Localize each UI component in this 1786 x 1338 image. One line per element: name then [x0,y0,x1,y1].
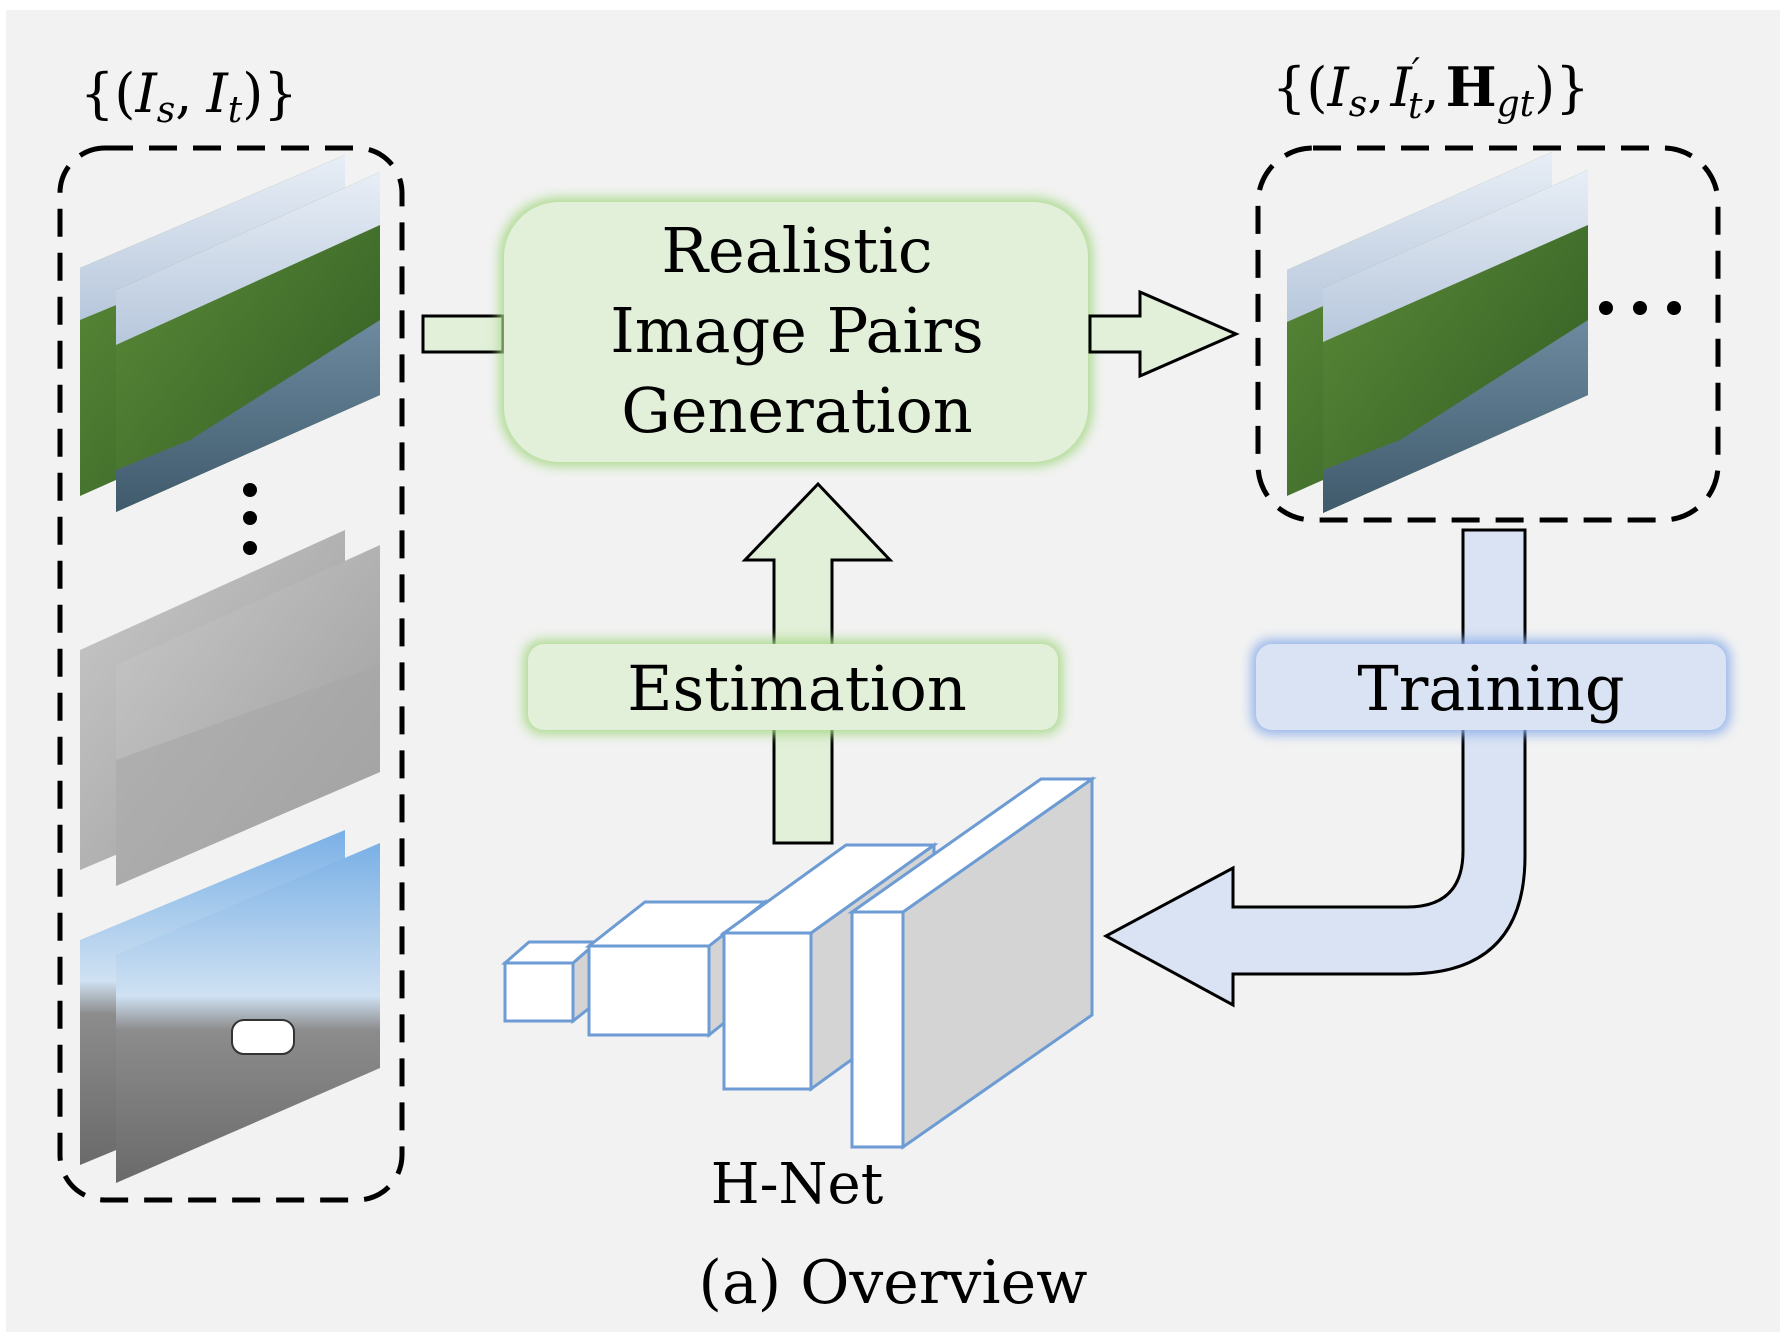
street-car [231,1019,295,1055]
h-net-network [501,776,1097,1150]
training-label: Training [1357,652,1624,725]
input-image-pair-fog [80,530,380,886]
h-net-label: H-Net [711,1152,884,1217]
arrow-generation-to-output [1088,289,1240,379]
estimation-label: Estimation [627,652,967,725]
fog-road [116,665,380,886]
generation-title-line1: Realistic [661,214,932,287]
arrow-input-to-generation [421,314,505,354]
arrow-training-feedback [1102,528,1527,1008]
output-image-pair-landscape [1287,152,1588,513]
generation-box [504,202,1088,462]
output-target-sky [1323,170,1588,342]
input-pairs-container [57,145,405,1203]
h-net-layer-4 [847,776,1097,1150]
figure-caption: (a) Overview [699,1248,1088,1318]
input-image-pair-street [80,830,380,1183]
street-target-image [116,843,380,1183]
input-image-pair-landscape [80,155,380,512]
landscape-target-lake [116,320,380,512]
output-set-label: {(Is, I′ t, Hgt)} [1272,52,1590,127]
vertical-ellipsis-icon [243,483,257,555]
generation-title-line3: Generation [621,374,972,447]
landscape-target-image [116,172,380,512]
output-target-lake [1323,320,1588,513]
training-label-box [1256,644,1726,730]
estimation-label-box [528,644,1058,730]
landscape-target-sky [116,172,380,345]
input-set-label: {(Is, It)} [80,62,298,131]
output-target-image [1323,170,1588,513]
horizontal-ellipsis-icon [1599,301,1681,315]
h-net-layer-1 [501,938,601,1025]
generation-title-line2: Image Pairs [610,294,984,367]
